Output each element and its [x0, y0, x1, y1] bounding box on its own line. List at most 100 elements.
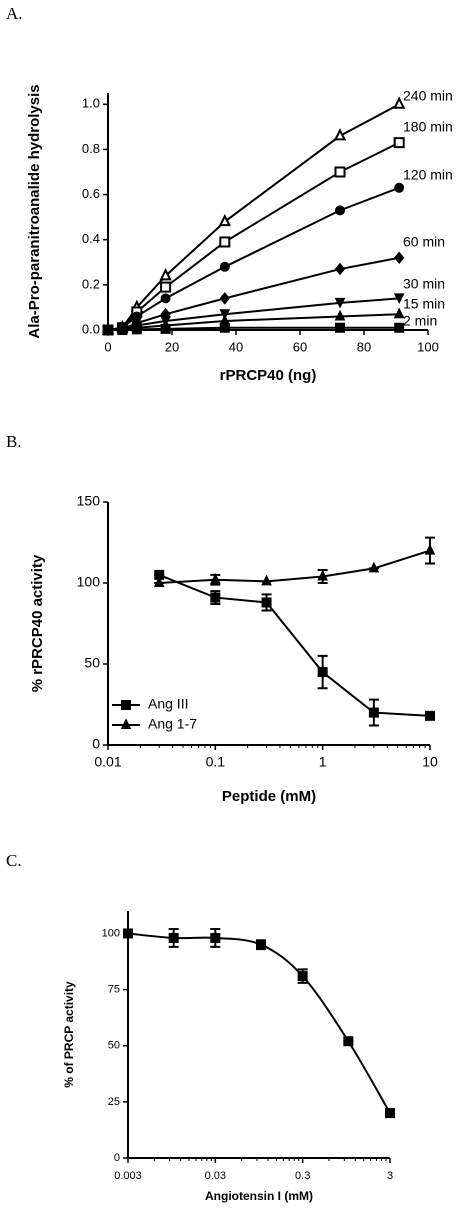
y-tick-label: 0.8 [82, 141, 100, 156]
marker [210, 932, 221, 943]
y-tick-label: 0.0 [82, 321, 100, 336]
marker [120, 718, 132, 729]
marker [393, 96, 406, 109]
series-line [107, 186, 400, 331]
marker [393, 293, 405, 305]
x-tick-label: 0.003 [114, 1170, 142, 1182]
marker [218, 213, 231, 227]
x-tick-label: 80 [357, 339, 371, 354]
marker [261, 574, 272, 586]
marker [317, 667, 328, 678]
x-tick-label: 20 [165, 339, 179, 354]
marker [334, 262, 346, 276]
marker [219, 292, 230, 305]
marker [317, 569, 328, 581]
marker [335, 205, 345, 216]
marker [153, 576, 165, 587]
marker [368, 707, 379, 718]
panel-label: B. [6, 432, 22, 451]
marker [297, 971, 308, 982]
marker [219, 236, 231, 248]
series-label: 30 min [403, 276, 445, 292]
marker [123, 928, 133, 939]
x-tick-label: 0 [104, 339, 111, 354]
y-tick-label: 0 [114, 1152, 120, 1164]
x-tick-label: 1 [319, 754, 327, 770]
marker [261, 597, 272, 608]
marker [210, 592, 221, 603]
x-tick-label: 0.01 [94, 754, 121, 770]
y-tick-label: 150 [77, 493, 101, 509]
y-axis-title: % of PRCP activity [62, 981, 76, 1088]
marker [425, 710, 435, 721]
y-tick-label: 100 [77, 574, 101, 590]
marker [121, 700, 131, 710]
x-tick-label: 0.1 [206, 754, 226, 770]
legend-label: Ang III [148, 696, 188, 712]
series-line [158, 573, 431, 717]
series-line [107, 297, 400, 331]
marker [424, 543, 436, 555]
series-label: 60 min [403, 234, 445, 250]
x-tick-label: 100 [417, 339, 439, 354]
series-label: 180 min [403, 119, 453, 135]
marker [334, 309, 346, 321]
x-axis-title: Peptide (mM) [222, 788, 316, 805]
marker [160, 323, 171, 334]
y-tick-label: 50 [84, 655, 100, 671]
x-tick-label: 60 [293, 339, 307, 354]
marker [117, 325, 128, 335]
marker [131, 324, 142, 335]
marker [335, 322, 345, 333]
y-tick-label: 0.2 [82, 276, 100, 291]
x-tick-label: 0.03 [205, 1170, 226, 1182]
marker [343, 1036, 354, 1047]
marker [333, 128, 347, 141]
legend-label: Ang 1-7 [148, 716, 197, 732]
x-tick-label: 0.3 [295, 1170, 310, 1182]
marker [160, 293, 171, 304]
marker [334, 297, 346, 309]
panel-label: A. [6, 4, 23, 23]
marker [255, 939, 266, 950]
y-tick-label: 100 [102, 927, 120, 939]
series-label: 120 min [403, 167, 453, 183]
x-axis-title: Angiotensin I (mM) [205, 1189, 313, 1203]
marker [394, 322, 405, 333]
marker [393, 307, 405, 319]
marker [168, 932, 179, 943]
series-label: 15 min [403, 296, 445, 312]
y-tick-label: 0.4 [82, 231, 100, 246]
marker [368, 561, 380, 573]
marker [394, 251, 405, 265]
series-label: 240 min [403, 88, 453, 104]
y-axis-title: % rPRCP40 activity [29, 554, 46, 692]
series-label: 2 min [403, 313, 437, 329]
x-axis-title: rPRCP40 (ng) [220, 367, 317, 384]
y-tick-label: 25 [108, 1096, 120, 1108]
marker [103, 325, 113, 335]
x-tick-label: 40 [229, 339, 243, 354]
marker [219, 309, 231, 320]
marker [334, 166, 346, 178]
y-axis-title: Ala-Pro-paranitroanalide hydrolysis [26, 84, 43, 338]
marker [159, 268, 172, 281]
marker [210, 573, 221, 584]
y-tick-label: 0.6 [82, 186, 100, 201]
y-tick-label: 75 [108, 983, 120, 995]
marker [219, 261, 230, 272]
y-tick-label: 1.0 [82, 96, 100, 111]
marker [385, 1108, 395, 1119]
x-tick-label: 10 [422, 754, 438, 770]
x-tick-label: 3 [387, 1170, 393, 1182]
series-line [159, 549, 431, 584]
series-line [127, 932, 391, 1114]
marker [219, 322, 230, 333]
marker [394, 182, 405, 193]
y-tick-label: 50 [108, 1040, 120, 1052]
marker [160, 281, 172, 293]
panel-label: C. [6, 851, 22, 870]
series-line [107, 103, 400, 331]
y-tick-label: 0 [92, 736, 100, 752]
